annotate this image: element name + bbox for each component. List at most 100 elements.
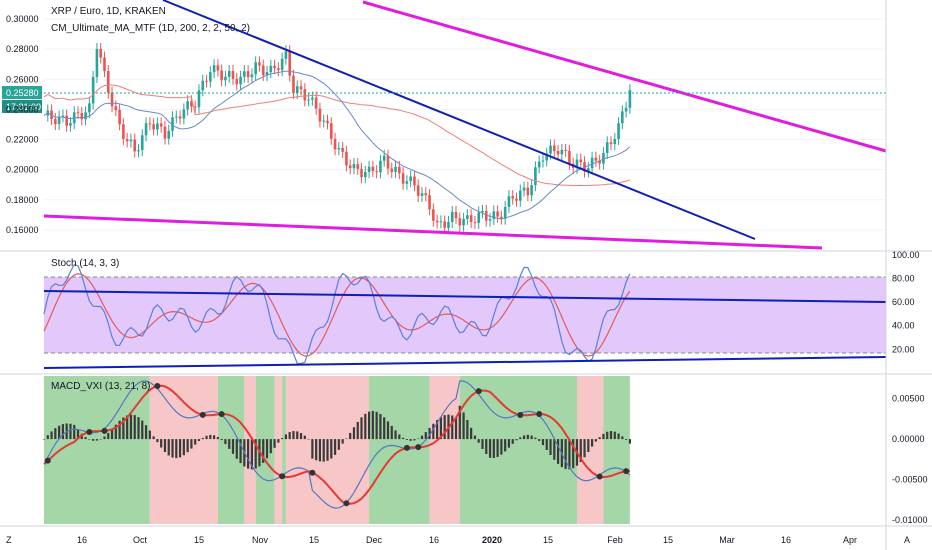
macd-hist-bar: [409, 439, 412, 441]
price-tick-label: 0.28000: [6, 44, 39, 54]
candle-up: [197, 90, 201, 108]
candle-down: [345, 151, 348, 166]
candle-down: [428, 195, 431, 210]
macd-hist-bar: [439, 416, 442, 440]
stoch-tick-label: 60.00: [892, 297, 915, 307]
macd-hist-bar: [54, 428, 57, 440]
macd-hist-bar: [568, 439, 571, 470]
candle-down: [398, 166, 401, 174]
macd-hist-bar: [564, 439, 567, 469]
macd-hist-bar: [205, 435, 208, 440]
candle-up: [137, 150, 140, 152]
candle-down: [273, 65, 276, 69]
candle-up: [311, 97, 314, 100]
macd-cross-dot: [403, 444, 410, 451]
macd-hist-bar: [613, 431, 616, 440]
x-axis-labels: 16 Oct 15 Nov 15 Dec 16 2020 15 Feb 15 Mar 16 Apr: [77, 535, 857, 545]
macd-hist-bar: [107, 432, 110, 440]
macd-hist-bar: [144, 425, 148, 440]
macd-hist-bar: [292, 431, 295, 440]
candle-down: [386, 155, 390, 169]
macd-hist-bar: [345, 438, 348, 440]
candle-down: [424, 193, 428, 196]
macd-cross-dots: [44, 382, 630, 507]
macd-cross-dot: [475, 388, 482, 395]
countdown-value: 17:31:00: [6, 102, 41, 112]
candle-up: [129, 139, 133, 142]
candle-down: [80, 113, 84, 120]
candle-down: [356, 164, 360, 169]
price-tick-label: 0.30000: [6, 14, 39, 24]
candle-up: [379, 160, 382, 173]
candle-down: [54, 119, 57, 125]
macd-hist-bar: [367, 411, 371, 440]
macd-hist-bar: [519, 437, 522, 440]
macd-hist-bar: [594, 439, 597, 442]
candle-up: [175, 116, 178, 118]
corner-label-left[interactable]: Z: [6, 535, 12, 545]
macd-hist-bar: [349, 432, 352, 440]
candle-down: [443, 221, 446, 228]
candle-up: [61, 115, 65, 117]
macd-hist-bar: [496, 439, 499, 457]
candle-up: [518, 190, 522, 201]
macd-hist-bar: [572, 439, 575, 469]
candle-down: [469, 215, 473, 223]
candle-down: [314, 97, 318, 109]
macd-cross-dot: [309, 469, 316, 476]
macd-hist-bar: [156, 439, 159, 443]
x-tick-label: Apr: [843, 535, 857, 545]
price-tick-label: 0.20000: [6, 165, 39, 175]
macd-hist-bar: [417, 438, 420, 440]
macd-hist-bar: [333, 439, 337, 455]
candle-down: [432, 209, 435, 221]
macd-hist-bar: [277, 439, 280, 443]
candle-up: [140, 135, 144, 151]
x-tick-label: Mar: [719, 535, 735, 545]
macd-hist-bar: [122, 417, 125, 440]
macd-cross-dot: [623, 468, 630, 475]
macd-hist-bar: [428, 427, 431, 440]
macd-cross-dot: [218, 411, 225, 418]
macd-hist-bar: [606, 431, 609, 440]
candle-down: [568, 150, 571, 164]
macd-hist-bar: [583, 439, 586, 458]
macd-hist-bar: [262, 439, 265, 463]
candle-up: [481, 210, 484, 213]
candle-down: [579, 159, 583, 163]
candle-up: [382, 155, 386, 161]
macd-hist-bar: [405, 439, 408, 440]
corner-label-right[interactable]: A: [904, 535, 910, 545]
candle-down: [511, 196, 515, 199]
stoch-legend: Stoch (14, 3, 3): [51, 258, 119, 269]
macd-hist-bar: [473, 435, 477, 440]
candle-down: [329, 123, 333, 139]
macd-hist-bar: [360, 417, 363, 440]
candle-up: [171, 117, 174, 131]
macd-hist-bar: [141, 420, 144, 440]
x-tick-label: Dec: [366, 535, 383, 545]
macd-hist-bar: [239, 439, 242, 464]
macd-hist-bar: [152, 436, 155, 440]
macd-hist-bar: [201, 437, 204, 440]
candle-up: [367, 166, 371, 173]
candle-down: [484, 210, 488, 221]
macd-hist-bar: [50, 431, 53, 440]
macd-hist-bar: [137, 417, 140, 440]
macd-hist-bar: [99, 439, 102, 440]
macd-hist-bar: [587, 439, 590, 452]
candle-up: [466, 215, 469, 219]
candle-down: [371, 166, 375, 172]
macd-hist-bar: [273, 439, 276, 448]
macd-cross-dot: [343, 500, 350, 507]
macd-hist-bar: [545, 439, 548, 450]
macd-hist-bar: [609, 431, 613, 440]
macd-cross-dot: [596, 473, 603, 480]
macd-background-zones: [44, 376, 630, 524]
macd-hist-bar: [61, 424, 64, 440]
macd-hist-bar: [311, 439, 314, 459]
macd-bull-zone: [603, 376, 630, 524]
macd-hist-bar: [526, 434, 529, 440]
macd-tick-label: 0.00500: [892, 394, 925, 404]
macd-hist-bar: [197, 439, 201, 442]
